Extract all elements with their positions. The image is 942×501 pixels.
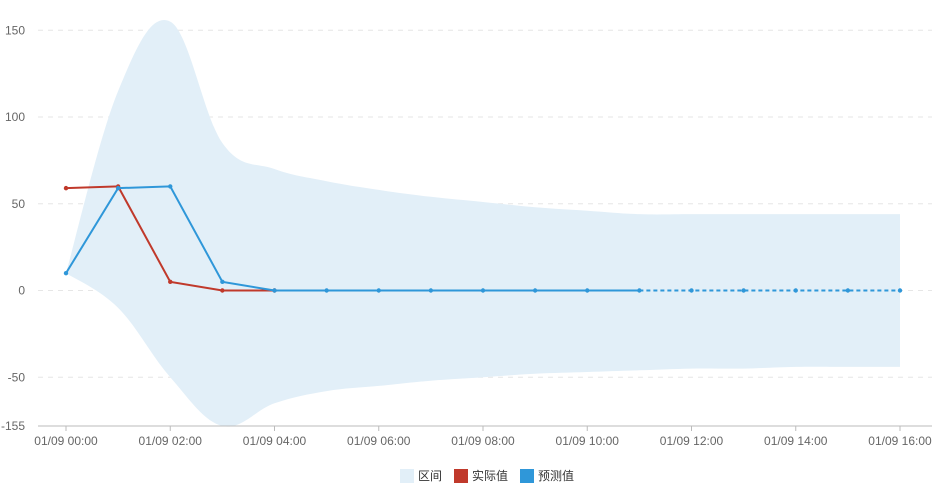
x-tick-label: 01/09 06:00 xyxy=(347,434,411,448)
x-tick-label: 01/09 08:00 xyxy=(451,434,515,448)
data-point-predicted[interactable] xyxy=(324,288,329,293)
data-point-predicted[interactable] xyxy=(585,288,590,293)
data-point-predicted[interactable] xyxy=(793,288,798,293)
legend[interactable]: 区间 实际值 预测值 xyxy=(400,468,574,483)
data-point-actual[interactable] xyxy=(168,279,173,285)
data-point-actual[interactable] xyxy=(63,185,69,191)
legend-label-predicted[interactable]: 预测值 xyxy=(538,468,574,483)
data-point-predicted[interactable] xyxy=(115,185,121,191)
y-tick-label: 50 xyxy=(12,197,26,211)
data-point-predicted[interactable] xyxy=(741,288,746,293)
y-tick-label: 100 xyxy=(5,110,25,124)
x-tick-label: 01/09 10:00 xyxy=(556,434,620,448)
confidence-band xyxy=(66,19,900,427)
data-point-predicted[interactable] xyxy=(480,288,486,293)
data-point-predicted[interactable] xyxy=(897,288,903,293)
data-point-predicted[interactable] xyxy=(168,184,173,189)
data-point-predicted[interactable] xyxy=(637,288,642,293)
x-tick-label: 01/09 12:00 xyxy=(660,434,724,448)
legend-swatch-predicted[interactable] xyxy=(520,469,534,483)
x-tick-label: 01/09 16:00 xyxy=(868,434,932,448)
x-tick-label: 01/09 00:00 xyxy=(34,434,98,448)
legend-label-actual[interactable]: 实际值 xyxy=(472,468,508,483)
data-point-actual[interactable] xyxy=(220,288,225,293)
data-point-predicted[interactable] xyxy=(272,288,277,293)
data-point-predicted[interactable] xyxy=(376,288,381,293)
legend-label-band[interactable]: 区间 xyxy=(418,469,442,483)
series-line-predicted xyxy=(65,185,640,292)
y-tick-label: 150 xyxy=(5,23,25,37)
y-tick-label: -50 xyxy=(8,370,26,384)
data-point-predicted[interactable] xyxy=(689,288,694,293)
axis-layer: 150 100 50 0 -50 -155 01/09 00:00 01/09 02:00 01… xyxy=(1,23,932,448)
data-point-predicted[interactable] xyxy=(220,279,225,285)
band-layer xyxy=(66,19,900,427)
data-point-predicted[interactable] xyxy=(532,288,538,293)
legend-swatch-actual[interactable] xyxy=(454,469,468,483)
x-tick-label: 01/09 14:00 xyxy=(764,434,828,448)
x-tick-label: 01/09 04:00 xyxy=(243,434,307,448)
y-tick-label: 0 xyxy=(18,284,25,298)
y-tick-label: -155 xyxy=(1,419,25,433)
series-layer xyxy=(63,184,903,293)
data-point-predicted[interactable] xyxy=(845,288,851,293)
legend-swatch-band[interactable] xyxy=(400,469,414,483)
data-point-predicted[interactable] xyxy=(63,270,69,276)
x-tick-label: 01/09 02:00 xyxy=(139,434,203,448)
data-point-predicted[interactable] xyxy=(428,288,434,293)
